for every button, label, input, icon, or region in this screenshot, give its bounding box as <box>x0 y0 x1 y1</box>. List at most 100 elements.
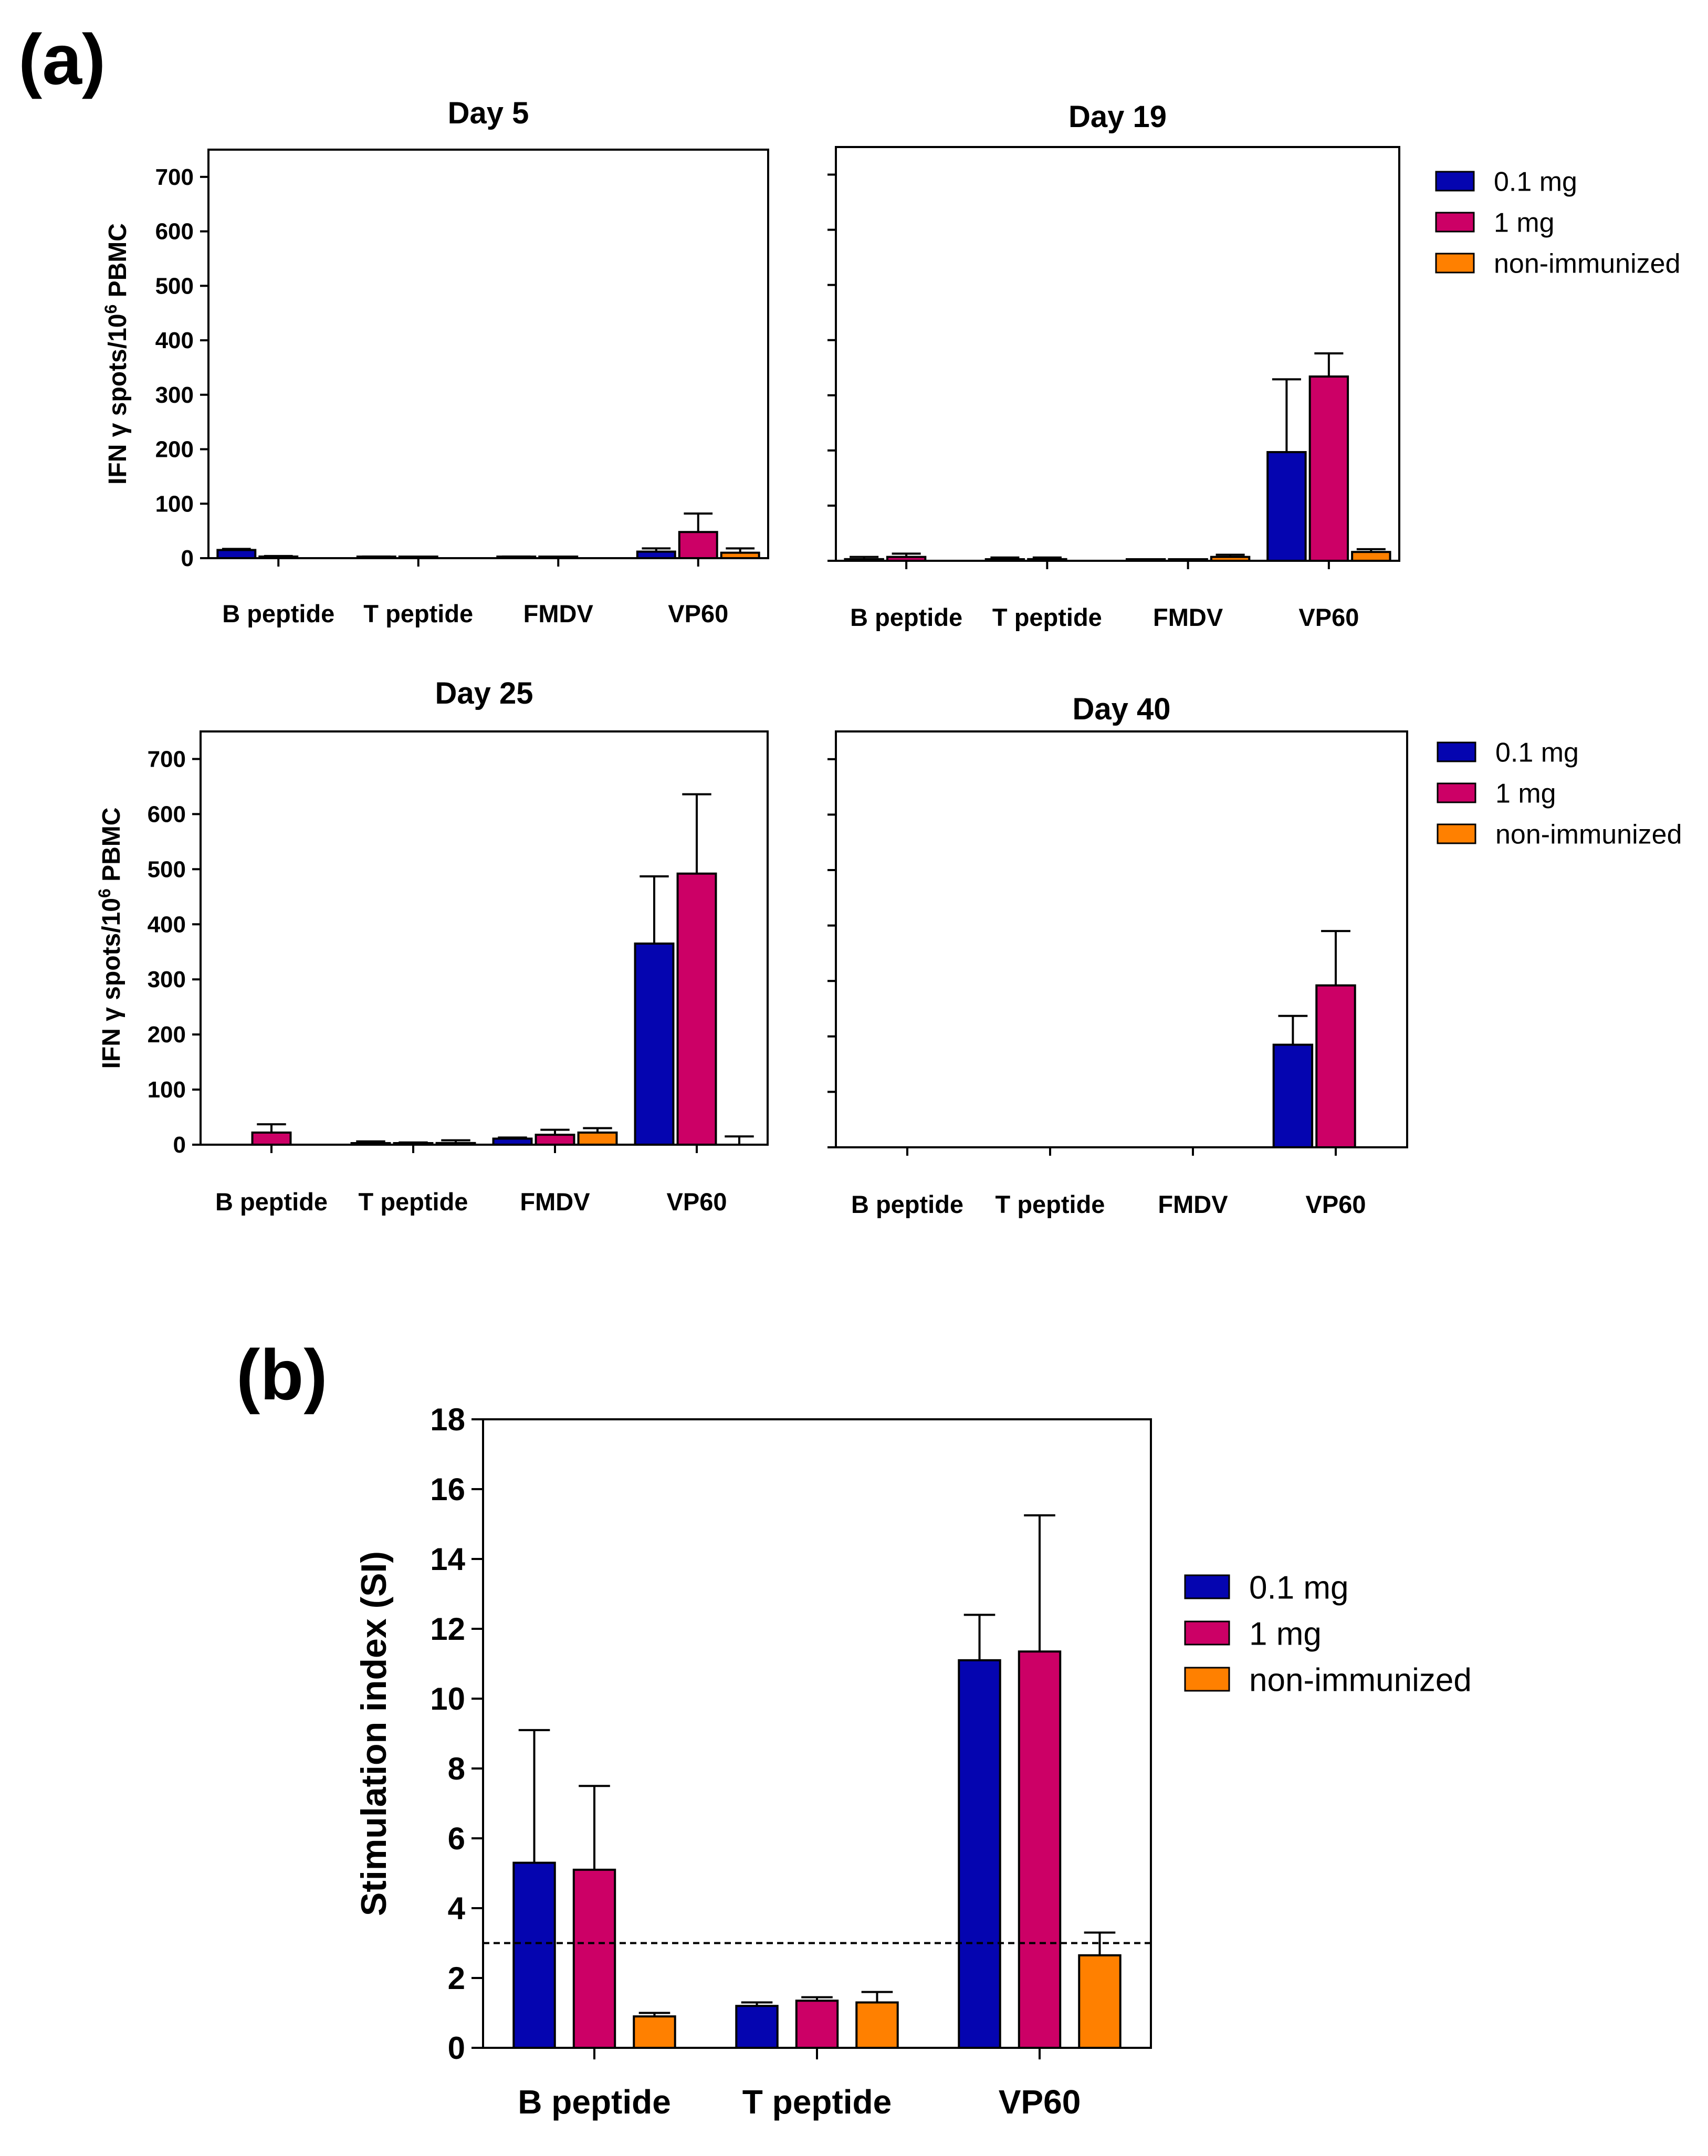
chart-day-40: Day 40 B peptide T peptide FMDV VP60 <box>827 692 1408 1218</box>
y-tick-label: 400 <box>155 328 194 353</box>
error-bar-1-mg-t-peptide <box>1032 556 1062 559</box>
bar-non-immunized-t-peptide <box>435 1142 476 1146</box>
bar-non-immunized-t-peptide <box>855 2001 899 2049</box>
y-tick-label: 10 <box>430 1681 465 1717</box>
error-bar-0-1-mg-b-peptide <box>222 548 251 550</box>
category-label-fmdv: FMDV <box>523 600 594 627</box>
error-bar-1-mg-b-peptide <box>264 554 293 557</box>
plot-title: Day 40 <box>1072 692 1170 726</box>
y-tick-label: 700 <box>155 164 194 190</box>
y-tick-label: 8 <box>448 1751 465 1786</box>
category-label-b-peptide: B peptide <box>850 603 962 631</box>
bar-1-mg-t-peptide <box>795 2000 839 2049</box>
legend-label-0-1-mg: 0.1 mg <box>1494 167 1577 197</box>
error-bar-1-mg-fmdv <box>1173 558 1203 561</box>
legend-swatch-non-immunized <box>1184 1667 1230 1692</box>
bar-1-mg-t-peptide <box>1027 558 1067 562</box>
y-tick-label: 600 <box>148 801 186 827</box>
error-bar-non-immunized-t-peptide <box>861 1991 893 2003</box>
y-tick-label: 14 <box>430 1542 465 1577</box>
category-label-t-peptide: T peptide <box>996 1190 1105 1218</box>
bar-1-mg-vp60 <box>1315 984 1356 1148</box>
error-bar-1-mg-vp60 <box>1321 930 1350 986</box>
y-tick-label: 16 <box>430 1472 465 1507</box>
category-label-vp60: VP60 <box>668 600 728 627</box>
bar-1-mg-b-peptide <box>251 1131 292 1146</box>
error-bar-1-mg-t-peptide <box>801 1996 833 2001</box>
bar-1-mg-vp60 <box>678 531 718 560</box>
y-tick-label: 500 <box>155 273 194 299</box>
y-tick-label: 200 <box>155 437 194 463</box>
legend-swatch-0-1-mg <box>1437 741 1476 762</box>
legend-label-1-mg: 1 mg <box>1249 1616 1322 1652</box>
bar-non-immunized-fmdv <box>1210 556 1251 562</box>
bar-0-1-mg-vp60 <box>634 942 675 1146</box>
chart-day-25: Day 25 0 100 200 300 400 500 600 700 IFN γ spots/… <box>95 676 769 1216</box>
legend-stimulation: 0.1 mg 1 mg non-immunized <box>1184 1569 1472 1698</box>
bar-0-1-mg-b-peptide <box>216 549 257 559</box>
y-tick-label: 700 <box>148 746 186 772</box>
bar-non-immunized-vp60 <box>1078 1954 1122 2049</box>
bar-0-1-mg-fmdv <box>492 1137 533 1146</box>
bar-non-immunized-fmdv <box>577 1131 618 1146</box>
y-tick-label: 12 <box>430 1611 465 1647</box>
error-bar-non-immunized-fmdv <box>1215 553 1245 557</box>
legend-swatch-1-mg <box>1435 212 1475 233</box>
y-axis-label: IFN γ spots/106 PBMC <box>95 808 125 1069</box>
panel-label-b: (b) <box>236 1335 328 1415</box>
bar-0-1-mg-vp60 <box>1266 451 1307 562</box>
error-bar-1-mg-vp60 <box>682 793 711 874</box>
legend-label-0-1-mg: 0.1 mg <box>1495 738 1579 768</box>
bar-0-1-mg-vp60 <box>636 550 676 560</box>
y-tick-label: 2 <box>448 1961 465 1996</box>
category-label-vp60: VP60 <box>999 2083 1081 2121</box>
y-tick-label: 0 <box>181 546 194 571</box>
y-tick-label: 400 <box>148 912 186 937</box>
bar-0-1-mg-b-peptide <box>844 558 884 562</box>
error-bar-1-mg-vp60 <box>684 512 713 532</box>
y-tick-label: 0 <box>173 1132 186 1158</box>
error-bar-0-1-mg-b-peptide <box>850 556 879 559</box>
category-label-fmdv: FMDV <box>520 1188 590 1216</box>
error-bar-non-immunized-vp60 <box>725 1135 754 1145</box>
error-bar-1-mg-vp60 <box>1024 1514 1055 1652</box>
y-tick-label: 0 <box>448 2031 465 2066</box>
error-bar-0-1-mg-vp60 <box>642 547 671 552</box>
y-tick-label: 18 <box>430 1402 465 1437</box>
bar-non-immunized-vp60 <box>720 551 760 560</box>
y-tick-label: 300 <box>148 967 186 992</box>
bar-non-immunized-b-peptide <box>633 2015 676 2049</box>
plot-title: Day 25 <box>435 676 533 710</box>
chart-day-5: Day 5 0 100 200 300 400 500 600 700 IFN γ spots/1… <box>101 96 769 627</box>
error-bar-0-1-mg-vp60 <box>640 875 669 944</box>
error-bar-0-1-mg-vp60 <box>963 1614 996 1660</box>
category-label-t-peptide: T peptide <box>992 603 1102 631</box>
plot-title: Day 5 <box>448 96 529 130</box>
category-label-b-peptide: B peptide <box>851 1190 963 1218</box>
category-label-vp60: VP60 <box>667 1188 727 1216</box>
y-tick-label: 600 <box>155 219 194 245</box>
category-label-b-peptide: B peptide <box>222 600 334 627</box>
y-tick-label: 6 <box>448 1821 465 1856</box>
error-bar-1-mg-vp60 <box>1314 352 1344 377</box>
bar-1-mg-fmdv <box>535 1134 575 1146</box>
error-bar-1-mg-fmdv <box>540 1128 570 1135</box>
category-label-fmdv: FMDV <box>1158 1190 1228 1218</box>
error-bar-non-immunized-b-peptide <box>638 2012 670 2017</box>
plot-title: Day 19 <box>1068 100 1167 134</box>
y-tick-label: 500 <box>148 856 186 882</box>
bar-0-1-mg-vp60 <box>1272 1043 1314 1149</box>
plot-frame <box>207 149 769 559</box>
error-bar-non-immunized-vp60 <box>1356 548 1386 552</box>
bar-1-mg-vp60 <box>1308 375 1349 562</box>
bar-1-mg-vp60 <box>676 872 717 1146</box>
legend-swatch-non-immunized <box>1435 253 1475 274</box>
category-label-t-peptide: T peptide <box>359 1188 468 1216</box>
category-label-t-peptide: T peptide <box>363 600 473 627</box>
legend-mid: 0.1 mg 1 mg non-immunized <box>1437 738 1682 850</box>
error-bar-non-immunized-t-peptide <box>441 1139 470 1143</box>
plot-frame <box>835 730 1408 1148</box>
category-label-fmdv: FMDV <box>1153 603 1223 631</box>
y-tick-label: 4 <box>448 1891 466 1926</box>
